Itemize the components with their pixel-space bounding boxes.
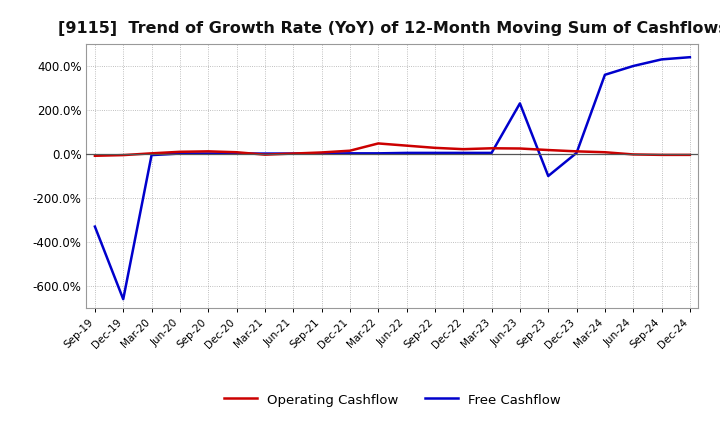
Operating Cashflow xyxy=(516,146,524,151)
Operating Cashflow xyxy=(176,149,184,154)
Free Cashflow xyxy=(487,150,496,155)
Free Cashflow xyxy=(431,150,439,155)
Operating Cashflow xyxy=(685,152,694,158)
Operating Cashflow xyxy=(431,145,439,150)
Free Cashflow xyxy=(544,173,552,179)
Operating Cashflow xyxy=(657,152,666,158)
Free Cashflow xyxy=(572,150,581,155)
Free Cashflow xyxy=(459,150,467,155)
Operating Cashflow xyxy=(459,147,467,152)
Operating Cashflow xyxy=(233,150,241,155)
Operating Cashflow xyxy=(148,150,156,156)
Free Cashflow xyxy=(289,151,297,156)
Operating Cashflow xyxy=(374,141,382,146)
Operating Cashflow xyxy=(346,148,354,153)
Free Cashflow xyxy=(629,63,637,69)
Free Cashflow xyxy=(685,55,694,60)
Line: Operating Cashflow: Operating Cashflow xyxy=(95,143,690,156)
Free Cashflow xyxy=(600,72,609,77)
Operating Cashflow xyxy=(600,150,609,155)
Operating Cashflow xyxy=(289,151,297,156)
Operating Cashflow xyxy=(119,152,127,158)
Operating Cashflow xyxy=(318,150,326,155)
Free Cashflow xyxy=(204,151,212,156)
Line: Free Cashflow: Free Cashflow xyxy=(95,57,690,299)
Operating Cashflow xyxy=(402,143,411,148)
Operating Cashflow xyxy=(91,153,99,158)
Free Cashflow xyxy=(318,151,326,156)
Legend: Operating Cashflow, Free Cashflow: Operating Cashflow, Free Cashflow xyxy=(218,388,567,412)
Free Cashflow xyxy=(346,150,354,156)
Free Cashflow xyxy=(402,150,411,155)
Free Cashflow xyxy=(148,152,156,158)
Free Cashflow xyxy=(261,151,269,156)
Operating Cashflow xyxy=(544,147,552,153)
Free Cashflow xyxy=(657,57,666,62)
Free Cashflow xyxy=(176,151,184,156)
Operating Cashflow xyxy=(204,149,212,154)
Operating Cashflow xyxy=(261,152,269,157)
Operating Cashflow xyxy=(487,146,496,151)
Operating Cashflow xyxy=(629,152,637,157)
Free Cashflow xyxy=(374,150,382,156)
Free Cashflow xyxy=(516,101,524,106)
Free Cashflow xyxy=(233,151,241,156)
Operating Cashflow xyxy=(572,149,581,154)
Title: [9115]  Trend of Growth Rate (YoY) of 12-Month Moving Sum of Cashflows: [9115] Trend of Growth Rate (YoY) of 12-… xyxy=(58,21,720,36)
Free Cashflow xyxy=(119,297,127,302)
Free Cashflow xyxy=(91,224,99,229)
